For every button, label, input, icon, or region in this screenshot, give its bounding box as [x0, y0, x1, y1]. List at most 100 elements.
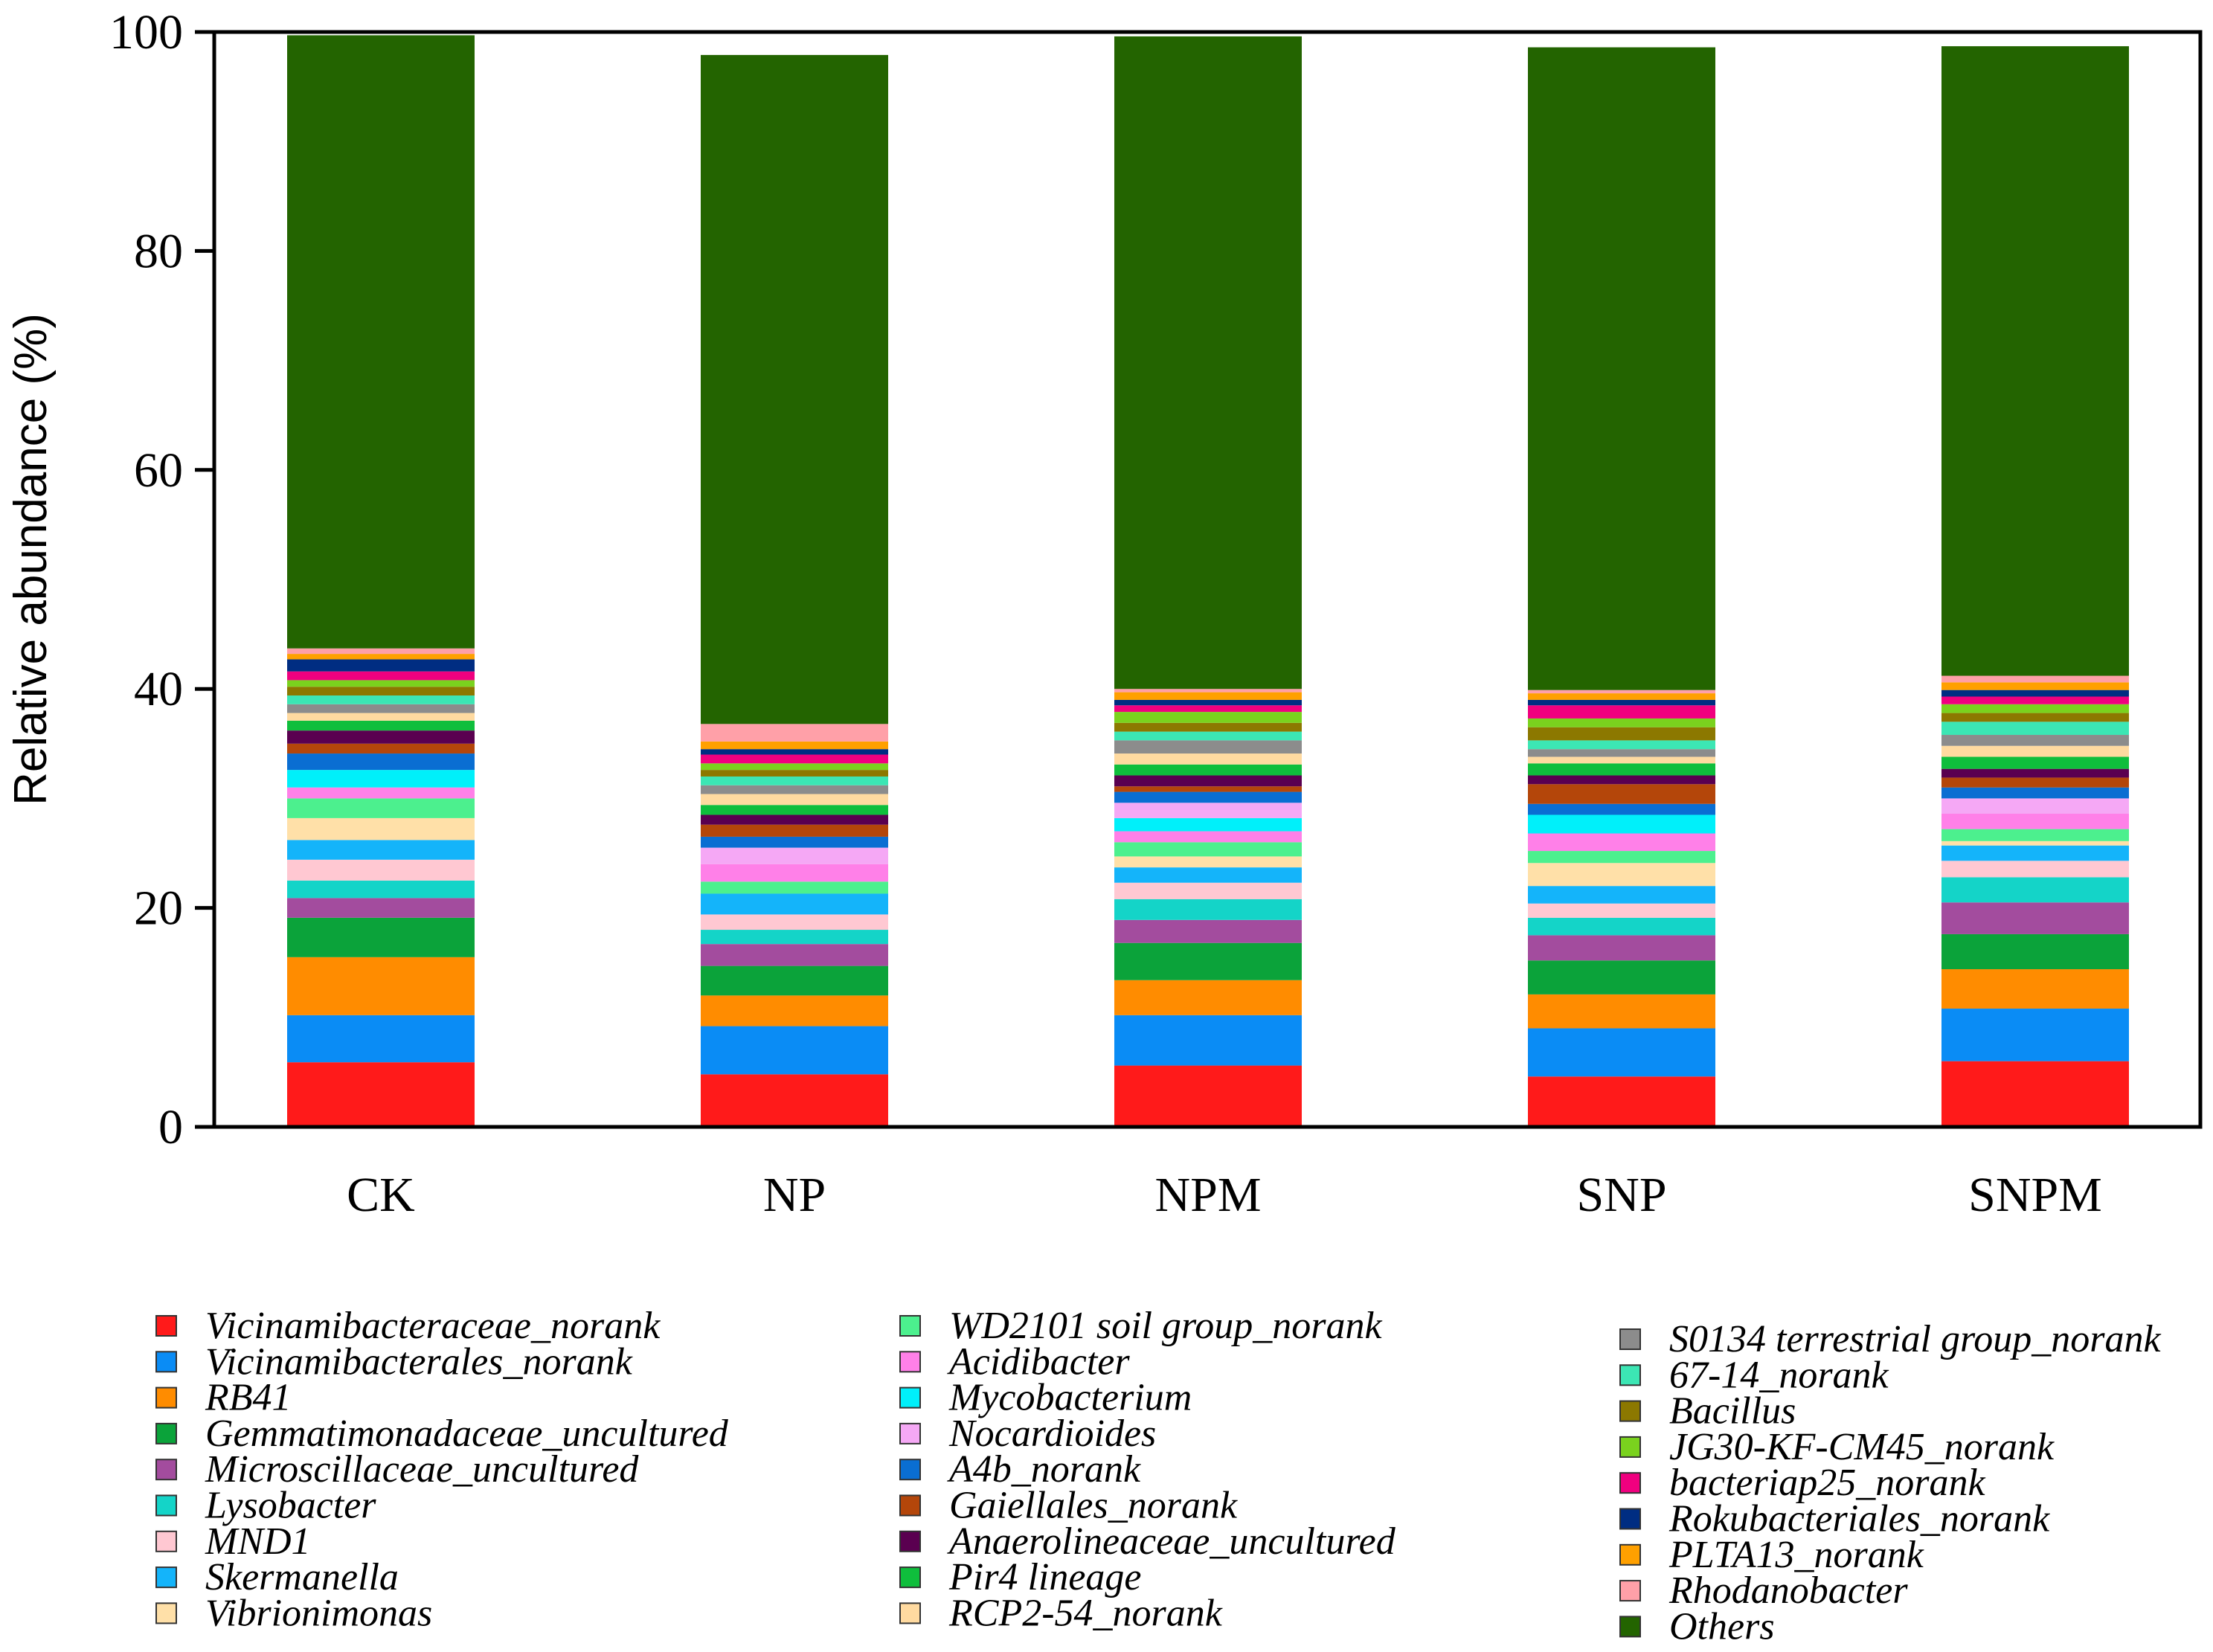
legend-label: Mycobacterium: [948, 1377, 1192, 1419]
legend-item-gemmatimonadaceae-uncultured: Gemmatimonadaceae_uncultured: [155, 1412, 729, 1455]
bar-segment-npm-microscillaceae-uncultured: [1114, 919, 1302, 943]
bar-segment-npm-skermanella: [1114, 867, 1302, 883]
bar-segment-npm-nocardioides: [1114, 803, 1302, 818]
bar-segment-ck-s0134-terrestrial-group-norank: [287, 704, 475, 713]
bar-segment-snpm-rb41: [1941, 969, 2129, 1009]
legend-label: WD2101 soil group_norank: [949, 1305, 1383, 1347]
legend-item-vibrionimonas: Vibrionimonas: [155, 1592, 432, 1634]
bar-segment-np-wd2101-soil-group-norank: [701, 881, 888, 894]
bar-segment-npm-a4b-norank: [1114, 791, 1302, 803]
legend-swatch: [1619, 1400, 1641, 1422]
bar-segment-np-s0134-terrestrial-group-norank: [701, 785, 888, 794]
legend-swatch: [899, 1566, 921, 1589]
bar-segment-snpm-pir4-lineage: [1941, 756, 2129, 769]
bar-segment-np-others: [701, 54, 888, 724]
legend-label: Anaerolineaceae_uncultured: [947, 1520, 1396, 1563]
bar-segment-npm-bacillus: [1114, 722, 1302, 732]
bar-segment-npm-rokubacteriales-norank: [1114, 699, 1302, 706]
legend-label: Lysobacter: [205, 1485, 376, 1527]
legend-item-bacillus: Bacillus: [1619, 1390, 1796, 1433]
legend-item-lysobacter: Lysobacter: [155, 1485, 376, 1527]
bar-segment-snpm-plta13-norank: [1941, 682, 2129, 690]
bar-segment-np-rcp2-54-norank: [701, 794, 888, 806]
bar-segment-np-gemmatimonadaceae-uncultured: [701, 965, 888, 996]
legend-swatch: [1619, 1472, 1641, 1494]
bar-segment-ck-vibrionimonas: [287, 817, 475, 841]
bar-segment-ck-vicinamibacteraceae-norank: [287, 1062, 475, 1127]
bar-segment-ck-microscillaceae-uncultured: [287, 898, 475, 918]
legend-label: PLTA13_norank: [1668, 1534, 1924, 1576]
bar-segment-snpm-lysobacter: [1941, 877, 2129, 903]
bar-segment-npm-acidibacter: [1114, 831, 1302, 843]
bar-segment-np-pir4-lineage: [701, 805, 888, 815]
bar-segment-snpm-a4b-norank: [1941, 787, 2129, 799]
y-tick-label-80: 80: [134, 224, 183, 278]
y-tick-label-60: 60: [134, 443, 183, 498]
bar-segment-snpm-jg30-kf-cm45-norank: [1941, 704, 2129, 713]
legend-label: Vicinamibacteraceae_norank: [205, 1305, 661, 1347]
legend-item-wd2101-soil-group-norank: WD2101 soil group_norank: [899, 1305, 1383, 1347]
bar-segment-ck-jg30-kf-cm45-norank: [287, 680, 475, 687]
legend-item-gaiellales-norank: Gaiellales_norank: [899, 1485, 1238, 1527]
legend: Vicinamibacteraceae_norankVicinamibacter…: [155, 1305, 2162, 1648]
bar-segment-npm-lysobacter: [1114, 899, 1302, 920]
x-tick-label-npm: NPM: [1154, 1168, 1261, 1222]
legend-item-s0134-terrestrial-group-norank: S0134 terrestrial group_norank: [1619, 1318, 2162, 1360]
legend-swatch: [1619, 1616, 1641, 1638]
bar-segment-np-rhodanobacter: [701, 724, 888, 742]
legend-label: Bacillus: [1669, 1390, 1796, 1433]
legend-label: Gaiellales_norank: [949, 1485, 1238, 1527]
bar-segment-np-67-14-norank: [701, 776, 888, 785]
legend-swatch: [155, 1315, 177, 1337]
y-tick-label-100: 100: [109, 5, 183, 60]
bar-segment-npm-wd2101-soil-group-norank: [1114, 842, 1302, 857]
bar-segment-np-jg30-kf-cm45-norank: [701, 763, 888, 771]
bar-segment-npm-vicinamibacterales-norank: [1114, 1015, 1302, 1066]
bar-segment-snp-rcp2-54-norank: [1528, 756, 1715, 764]
legend-item-plta13-norank: PLTA13_norank: [1619, 1534, 1924, 1576]
legend-label: JG30-KF-CM45_norank: [1669, 1426, 2055, 1468]
bars-layer: [287, 35, 2129, 1127]
legend-item-anaerolineaceae-uncultured: Anaerolineaceae_uncultured: [899, 1520, 1396, 1563]
bar-segment-snpm-vicinamibacteraceae-norank: [1941, 1061, 2129, 1127]
bar-segment-npm-vibrionimonas: [1114, 856, 1302, 868]
legend-item-others: Others: [1619, 1605, 1775, 1648]
bar-segment-ck-mnd1: [287, 859, 475, 881]
bar-segment-snpm-mnd1: [1941, 861, 2129, 878]
bar-segment-ck-rb41: [287, 957, 475, 1015]
bar-segment-snpm-vibrionimonas: [1941, 841, 2129, 846]
bar-segment-ck-gaiellales-norank: [287, 743, 475, 754]
legend-swatch: [155, 1422, 177, 1444]
bar-segment-np-rb41: [701, 995, 888, 1026]
legend-item-a4b-norank: A4b_norank: [899, 1448, 1141, 1491]
bar-segment-snp-wd2101-soil-group-norank: [1528, 851, 1715, 864]
bar-segment-ck-67-14-norank: [287, 695, 475, 704]
bar-segment-snp-vicinamibacterales-norank: [1528, 1028, 1715, 1077]
bar-segment-np-plta13-norank: [701, 741, 888, 750]
legend-item-rcp2-54-norank: RCP2-54_norank: [899, 1592, 1223, 1634]
legend-item-mnd1: MND1: [155, 1520, 311, 1563]
legend-swatch: [899, 1459, 921, 1481]
bar-segment-snp-lysobacter: [1528, 917, 1715, 936]
legend-item-nocardioides: Nocardioides: [899, 1412, 1156, 1455]
bar-segment-snp-mnd1: [1528, 903, 1715, 918]
x-tick-label-np: NP: [763, 1168, 826, 1222]
legend-label: bacteriap25_norank: [1669, 1462, 1986, 1504]
bar-segment-ck-bacteriap25-norank: [287, 671, 475, 681]
plot-frame: [212, 30, 2203, 1129]
bar-segment-npm-gemmatimonadaceae-uncultured: [1114, 942, 1302, 980]
bar-segment-snp-a4b-norank: [1528, 803, 1715, 815]
legend-swatch: [155, 1351, 177, 1373]
bar-segment-ck-rokubacteriales-norank: [287, 659, 475, 672]
legend-label: Vicinamibacterales_norank: [205, 1340, 633, 1383]
bar-segment-npm-others: [1114, 36, 1302, 690]
legend-item-skermanella: Skermanella: [155, 1556, 399, 1598]
bar-segment-snp-others: [1528, 47, 1715, 690]
bar-segment-np-lysobacter: [701, 930, 888, 945]
bar-segment-snp-rhodanobacter: [1528, 690, 1715, 694]
bar-segment-snpm-skermanella: [1941, 845, 2129, 861]
bar-segment-npm-anaerolineaceae-uncultured: [1114, 775, 1302, 787]
bar-segment-snpm-gemmatimonadaceae-uncultured: [1941, 933, 2129, 970]
legend-label: Vibrionimonas: [205, 1592, 432, 1634]
